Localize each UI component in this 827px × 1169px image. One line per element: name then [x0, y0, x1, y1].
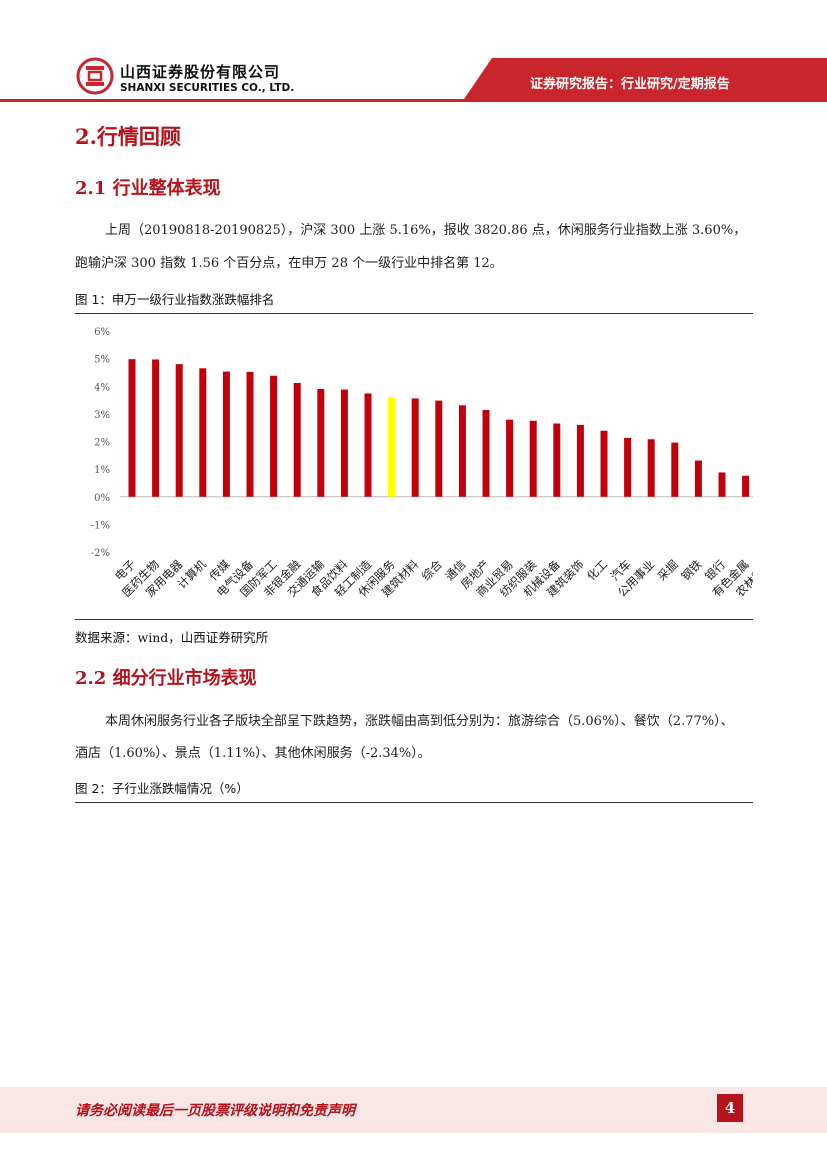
bar [246, 371, 254, 497]
report-type: 证券研究报告：行业研究/定期报告 [530, 77, 730, 92]
bar [364, 393, 372, 497]
bar [270, 375, 278, 497]
figure-title: 图 2：子行业涨跌幅情况（%） [75, 781, 249, 796]
footer-disclaimer: 请务必阅读最后一页股票评级说明和免责声明 [75, 1103, 355, 1119]
bar [553, 423, 561, 497]
bar [222, 371, 230, 497]
y-tick-label: -1% [91, 520, 110, 531]
bar [199, 368, 207, 497]
bar [600, 430, 608, 497]
bar [293, 382, 301, 497]
y-tick-label: 4% [94, 382, 110, 393]
bar [340, 389, 348, 497]
company-name-cn: 山西证券股份有限公司 [120, 63, 281, 81]
bar [458, 405, 466, 497]
bar [482, 410, 490, 497]
figure-bottom-rule [75, 619, 753, 620]
bar-chart: -2%-1%0%1%2%3%4%5%6%电子医药生物家用电器计算机传媒电气设备国… [91, 327, 753, 600]
x-tick-label: 化工 [584, 557, 610, 583]
bar [435, 400, 443, 497]
bar [175, 364, 183, 497]
x-tick-label: 采掘 [655, 557, 681, 583]
subsection-title: 2.1 行业整体表现 [75, 178, 221, 199]
y-tick-label: 6% [94, 327, 110, 338]
header-band [0, 58, 827, 102]
bar [694, 460, 702, 497]
bar [506, 419, 514, 497]
section-title: 2.行情回顾 [75, 124, 181, 149]
bar [718, 472, 726, 497]
bar [317, 389, 325, 497]
page-number: 4 [717, 1094, 743, 1122]
figure-top-rule [75, 313, 753, 314]
bar [624, 437, 632, 497]
bar [671, 442, 679, 497]
bar [742, 475, 750, 497]
x-tick-label: 综合 [419, 557, 446, 584]
subsection-title: 2.2 细分行业市场表现 [75, 668, 257, 689]
paragraph-line: 本周休闲服务行业各子版块全部呈下跌趋势，涨跌幅由高到低分别为：旅游综合（5.06… [105, 714, 734, 729]
bar [128, 359, 136, 497]
y-tick-label: 1% [94, 465, 110, 476]
bar [647, 439, 655, 497]
footer-band [0, 1087, 827, 1133]
paragraph-line: 跑输沪深 300 指数 1.56 个百分点，在申万 28 个一级行业中排名第 1… [75, 256, 503, 271]
x-tick-label: 钢铁 [678, 557, 705, 584]
paragraph-line: 上周（20190818-20190825），沪深 300 上涨 5.16%，报收… [105, 223, 747, 238]
y-tick-label: 0% [94, 493, 110, 504]
y-tick-label: 3% [94, 410, 110, 421]
y-tick-label: -2% [91, 548, 110, 559]
y-tick-label: 5% [94, 355, 110, 366]
shanxi-securities-logo-icon [76, 57, 114, 95]
figure-top-rule [75, 802, 753, 803]
data-source: 数据来源：wind，山西证券研究所 [75, 630, 269, 645]
bar [152, 359, 160, 497]
figure-title: 图 1：申万一级行业指数涨跌幅排名 [75, 292, 275, 307]
bar [529, 420, 537, 497]
bar [576, 424, 584, 497]
paragraph-line: 酒店（1.60%）、景点（1.11%）、其他休闲服务（-2.34%）。 [75, 746, 431, 761]
y-tick-label: 2% [94, 438, 110, 449]
company-name-en: SHANXI SECURITIES CO., LTD. [120, 82, 295, 94]
bar [388, 397, 396, 497]
bar [411, 398, 419, 497]
